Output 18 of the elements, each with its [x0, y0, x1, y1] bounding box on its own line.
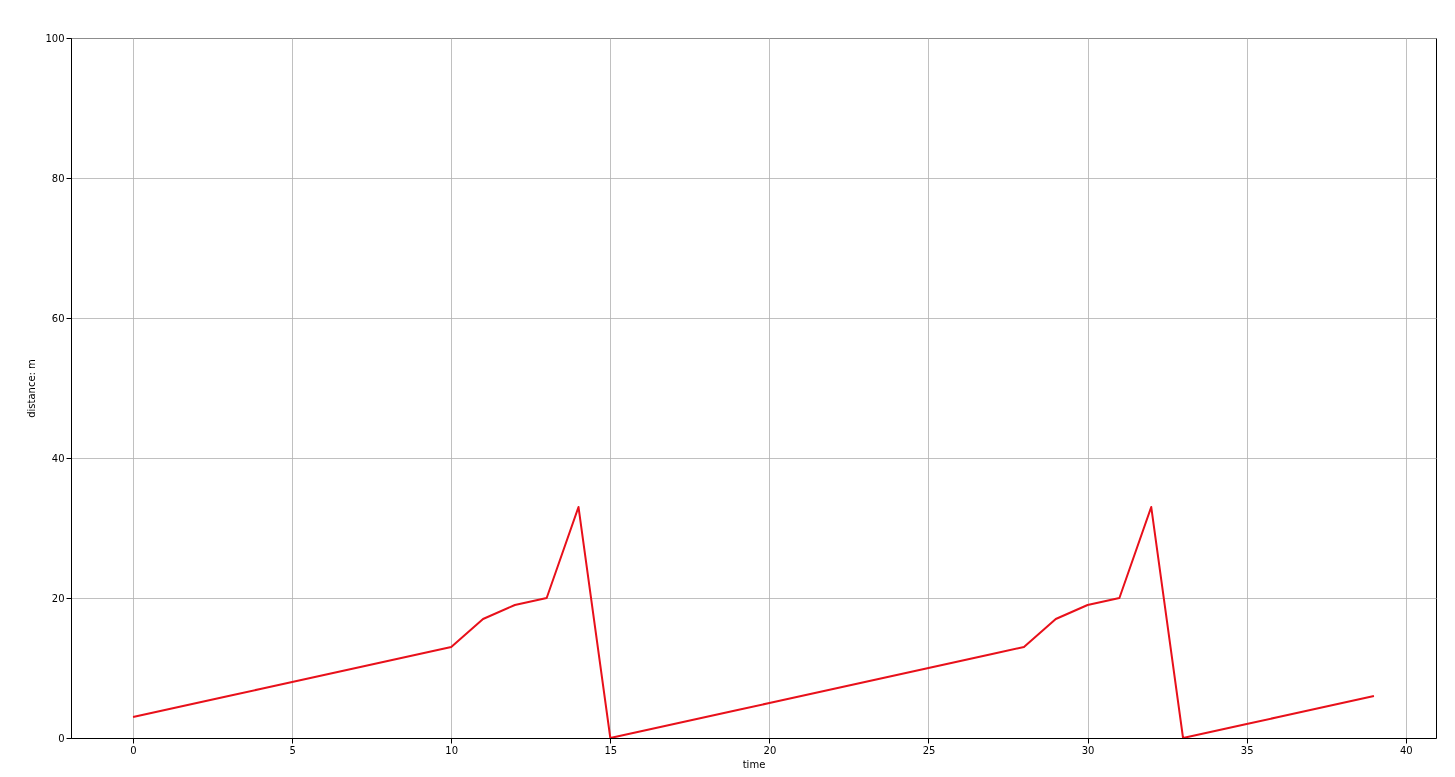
x-tick-label: 25: [922, 744, 936, 756]
x-tick-label: 35: [1240, 744, 1254, 756]
y-axis-title: distance: m: [26, 359, 38, 418]
line-series: [132, 506, 1375, 738]
x-tick-label: 0: [130, 744, 137, 756]
y-tick-label: 40: [51, 452, 65, 464]
y-tick-label: 100: [45, 32, 65, 44]
x-tick-label: 10: [445, 744, 459, 756]
y-tick-label: 20: [51, 592, 65, 604]
x-tick-label: 20: [763, 744, 777, 756]
x-tick-label: 30: [1081, 744, 1095, 756]
x-tick-label: 5: [289, 744, 296, 756]
x-tick-label: 40: [1399, 744, 1413, 756]
y-tick-label: 0: [58, 732, 65, 744]
y-tick-label: 60: [51, 312, 65, 324]
x-tick-label: 15: [604, 744, 618, 756]
y-tick-label: 80: [51, 172, 65, 184]
x-axis-title: time: [742, 758, 766, 770]
